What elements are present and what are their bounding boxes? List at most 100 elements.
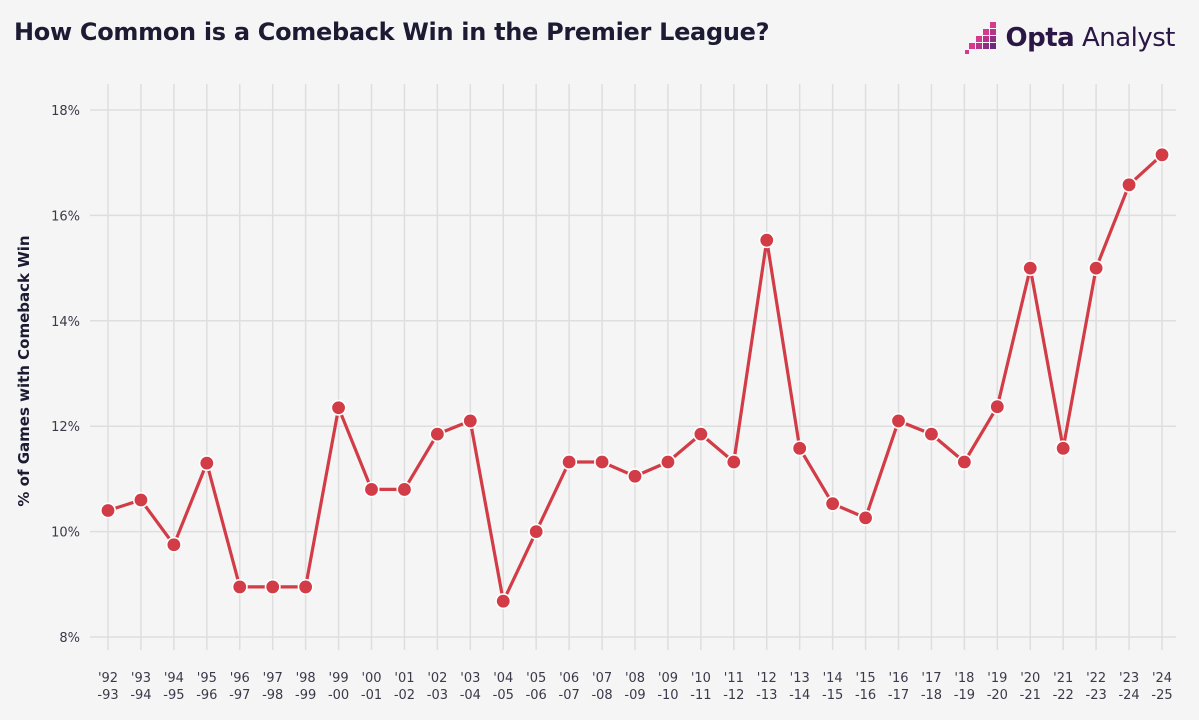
data-point[interactable] [857, 509, 874, 526]
x-tick-label-top: '13 [790, 671, 810, 686]
grid-lines [90, 84, 1176, 650]
x-tick-label-bottom: -11 [690, 688, 711, 703]
data-point[interactable] [1055, 440, 1072, 457]
x-tick-label-top: '04 [493, 671, 513, 686]
x-tick-label-top: '05 [526, 671, 546, 686]
x-tick-label-top: '93 [131, 671, 151, 686]
x-tick-label-top: '07 [592, 671, 612, 686]
brand-name-opta: Opta [1005, 23, 1075, 53]
x-tick-label-bottom: -25 [1151, 688, 1172, 703]
x-tick-label-bottom: -04 [460, 688, 481, 703]
data-point[interactable] [989, 398, 1006, 415]
y-tick-label: 8% [59, 631, 80, 646]
data-point[interactable] [791, 440, 808, 457]
y-axis-ticks: 8% 10% 12% 14% 16% 18% [51, 104, 80, 646]
x-tick-label-bottom: -09 [624, 688, 645, 703]
x-tick-label-top: '23 [1119, 671, 1139, 686]
x-tick-label-top: '15 [856, 671, 876, 686]
data-point[interactable] [297, 578, 314, 595]
data-point[interactable] [1121, 176, 1138, 193]
data-point[interactable] [1088, 260, 1105, 277]
x-tick-label-top: '14 [823, 671, 843, 686]
x-tick-label-top: '95 [197, 671, 217, 686]
x-tick-label-bottom: -10 [657, 688, 678, 703]
x-tick-label-top: '19 [987, 671, 1007, 686]
data-point[interactable] [165, 536, 182, 553]
x-tick-label-top: '03 [460, 671, 480, 686]
y-tick-label: 10% [51, 526, 80, 541]
x-tick-label-top: '02 [427, 671, 447, 686]
x-tick-label-bottom: -18 [921, 688, 942, 703]
x-tick-label-top: '00 [361, 671, 381, 686]
x-tick-label-bottom: -13 [756, 688, 777, 703]
data-point[interactable] [132, 491, 149, 508]
data-point[interactable] [396, 481, 413, 498]
x-tick-label-bottom: -16 [855, 688, 876, 703]
x-tick-label-top: '06 [559, 671, 579, 686]
data-point[interactable] [758, 232, 775, 249]
data-point[interactable] [561, 454, 578, 471]
x-tick-label-bottom: -06 [526, 688, 547, 703]
x-tick-label-bottom: -00 [328, 688, 349, 703]
data-point[interactable] [495, 593, 512, 610]
data-point[interactable] [692, 426, 709, 443]
data-point[interactable] [923, 426, 940, 443]
x-tick-label-bottom: -21 [1020, 688, 1041, 703]
opta-analyst-logo: Opta Analyst [965, 22, 1176, 54]
data-point[interactable] [462, 412, 479, 429]
x-tick-label-bottom: -01 [361, 688, 382, 703]
data-point[interactable] [528, 523, 545, 540]
x-tick-label-bottom: -02 [394, 688, 415, 703]
data-point[interactable] [363, 481, 380, 498]
x-tick-label-top: '20 [1020, 671, 1040, 686]
data-point[interactable] [100, 502, 117, 519]
data-point[interactable] [594, 454, 611, 471]
x-tick-label-bottom: -99 [295, 688, 316, 703]
x-tick-label-top: '08 [625, 671, 645, 686]
brand-name-analyst: Analyst [1081, 23, 1176, 53]
y-tick-label: 14% [51, 315, 80, 330]
data-point[interactable] [231, 578, 248, 595]
x-tick-label-bottom: -93 [97, 688, 118, 703]
data-point[interactable] [198, 455, 215, 472]
chart-title: How Common is a Comeback Win in the Prem… [14, 18, 770, 46]
x-tick-label-bottom: -96 [196, 688, 217, 703]
x-tick-label-bottom: -98 [262, 688, 283, 703]
x-tick-label-bottom: -07 [559, 688, 580, 703]
x-tick-label-top: '22 [1086, 671, 1106, 686]
data-point[interactable] [1154, 146, 1171, 163]
data-point[interactable] [429, 426, 446, 443]
x-tick-label-top: '11 [724, 671, 744, 686]
data-series [100, 146, 1171, 610]
x-tick-label-bottom: -17 [888, 688, 909, 703]
y-tick-label: 16% [51, 209, 80, 224]
data-point[interactable] [725, 454, 742, 471]
data-point[interactable] [626, 468, 643, 485]
x-tick-label-top: '18 [954, 671, 974, 686]
x-tick-label-bottom: -94 [130, 688, 151, 703]
x-tick-label-bottom: -24 [1118, 688, 1139, 703]
x-tick-label-top: '01 [394, 671, 414, 686]
x-tick-label-bottom: -95 [163, 688, 184, 703]
y-tick-label: 12% [51, 420, 80, 435]
data-point[interactable] [890, 412, 907, 429]
x-tick-label-bottom: -97 [229, 688, 250, 703]
x-tick-label-top: '21 [1053, 671, 1073, 686]
data-point[interactable] [264, 578, 281, 595]
x-tick-label-bottom: -03 [427, 688, 448, 703]
data-point[interactable] [659, 454, 676, 471]
x-tick-label-top: '98 [296, 671, 316, 686]
x-tick-label-top: '09 [658, 671, 678, 686]
data-point[interactable] [1022, 260, 1039, 277]
x-axis-ticks: '92-93'93-94'94-95'95-96'96-97'97-98'98-… [97, 671, 1172, 703]
y-tick-label: 18% [51, 104, 80, 119]
data-point[interactable] [956, 454, 973, 471]
x-tick-label-top: '97 [263, 671, 283, 686]
x-tick-label-top: '16 [888, 671, 908, 686]
data-point[interactable] [824, 495, 841, 512]
x-tick-label-top: '94 [164, 671, 184, 686]
x-tick-label-top: '99 [329, 671, 349, 686]
x-tick-label-bottom: -23 [1086, 688, 1107, 703]
data-point[interactable] [330, 399, 347, 416]
